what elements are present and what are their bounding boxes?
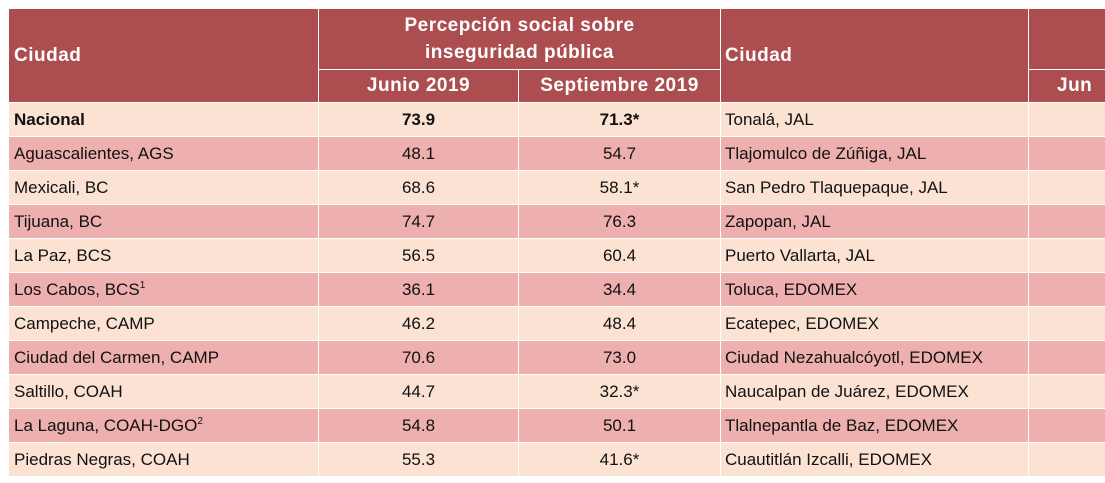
cell-june-2019: 54.8 [318, 408, 519, 443]
cell-sept-2019: 50.1 [518, 408, 721, 443]
cell-city-2: Puerto Vallarta, JAL [720, 238, 1029, 273]
cell-sept-2019: 76.3 [518, 204, 721, 239]
cell-sept-2019: 73.0 [518, 340, 721, 375]
table-container: Ciudad Percepción social sobre insegurid… [8, 8, 1105, 483]
city-name: Aguascalientes, AGS [14, 143, 174, 163]
city-name: La Paz, BCS [14, 245, 112, 265]
cell-city: La Paz, BCS [8, 238, 319, 273]
cell-city: Los Cabos, BCS1 [8, 272, 319, 307]
cell-june-2019: 55.3 [318, 442, 519, 477]
cell-city: Nacional [8, 102, 319, 137]
header-city: Ciudad [8, 8, 319, 103]
cell-city: Mexicali, BC [8, 170, 319, 205]
cell-sept-2019: 34.4 [518, 272, 721, 307]
header-sept-2019: Septiembre 2019 [518, 69, 721, 103]
header-perception-group: Percepción social sobre inseguridad públ… [318, 8, 721, 70]
header-clipped-june: Jun [1028, 69, 1105, 103]
cell-city-2: San Pedro Tlaquepaque, JAL [720, 170, 1029, 205]
cell-sept-2019: 60.4 [518, 238, 721, 273]
cell-city-2: Zapopan, JAL [720, 204, 1029, 239]
table-row: La Paz, BCS 56.5 60.4 Puerto Vallarta, JAL [8, 238, 1105, 273]
table-body: Nacional 73.9 71.3* Tonalá, JAL Aguascalient… [8, 102, 1105, 477]
cell-city-2: Ciudad Nezahualcóyotl, EDOMEX [720, 340, 1029, 375]
cell-clipped [1028, 272, 1105, 307]
cell-clipped [1028, 306, 1105, 341]
cell-city: Tijuana, BC [8, 204, 319, 239]
table-row: Nacional 73.9 71.3* Tonalá, JAL [8, 102, 1105, 137]
cell-june-2019: 68.6 [318, 170, 519, 205]
cell-june-2019: 73.9 [318, 102, 519, 137]
header-group-line2: inseguridad pública [425, 42, 614, 63]
cell-city-2: Cuautitlán Izcalli, EDOMEX [720, 442, 1029, 477]
cell-city: Campeche, CAMP [8, 306, 319, 341]
cell-city: Saltillo, COAH [8, 374, 319, 409]
city-name: Tijuana, BC [14, 211, 103, 231]
table-row: Campeche, CAMP 46.2 48.4 Ecatepec, EDOMEX [8, 306, 1105, 341]
cell-june-2019: 46.2 [318, 306, 519, 341]
city-name: Los Cabos, BCS [14, 279, 140, 299]
cell-clipped [1028, 238, 1105, 273]
cell-june-2019: 36.1 [318, 272, 519, 307]
header-city-2: Ciudad [720, 8, 1029, 103]
cell-clipped [1028, 136, 1105, 171]
cell-city: Ciudad del Carmen, CAMP [8, 340, 319, 375]
cell-clipped [1028, 442, 1105, 477]
cell-sept-2019: 48.4 [518, 306, 721, 341]
cell-june-2019: 56.5 [318, 238, 519, 273]
cell-june-2019: 74.7 [318, 204, 519, 239]
cell-june-2019: 44.7 [318, 374, 519, 409]
cell-sept-2019: 32.3* [518, 374, 721, 409]
cell-city: Aguascalientes, AGS [8, 136, 319, 171]
table-row: Tijuana, BC 74.7 76.3 Zapopan, JAL [8, 204, 1105, 239]
cell-clipped [1028, 204, 1105, 239]
cell-june-2019: 70.6 [318, 340, 519, 375]
table-row: Saltillo, COAH 44.7 32.3* Naucalpan de Juár… [8, 374, 1105, 409]
cell-clipped [1028, 408, 1105, 443]
table-row: Ciudad del Carmen, CAMP 70.6 73.0 Ciudad Ne… [8, 340, 1105, 375]
city-name: Saltillo, COAH [14, 381, 123, 401]
cell-clipped [1028, 170, 1105, 205]
table-row: Mexicali, BC 68.6 58.1* San Pedro Tlaquepaq… [8, 170, 1105, 205]
cell-clipped [1028, 340, 1105, 375]
footnote-marker: 1 [139, 279, 146, 291]
cell-city: Piedras Negras, COAH [8, 442, 319, 477]
cell-city-2: Tonalá, JAL [720, 102, 1029, 137]
cell-sept-2019: 41.6* [518, 442, 721, 477]
cell-city-2: Ecatepec, EDOMEX [720, 306, 1029, 341]
cell-city-2: Tlalnepantla de Baz, EDOMEX [720, 408, 1029, 443]
header-june-2019: Junio 2019 [318, 69, 519, 103]
cell-clipped [1028, 374, 1105, 409]
cell-june-2019: 48.1 [318, 136, 519, 171]
header-clipped-group [1028, 8, 1105, 70]
footnote-marker: 2 [197, 415, 203, 427]
cell-sept-2019: 54.7 [518, 136, 721, 171]
security-perception-table: Ciudad Percepción social sobre insegurid… [8, 8, 1105, 477]
city-name: Campeche, CAMP [14, 313, 155, 333]
cell-sept-2019: 58.1* [518, 170, 721, 205]
table-row: La Laguna, COAH-DGO2 54.8 50.1 Tlalnepantla… [8, 408, 1105, 443]
table-row: Los Cabos, BCS1 36.1 34.4 Toluca, EDOMEX [8, 272, 1105, 307]
city-name: La Laguna, COAH-DGO [14, 415, 198, 435]
city-name: Piedras Negras, COAH [14, 449, 190, 469]
cell-city: La Laguna, COAH-DGO2 [8, 408, 319, 443]
city-name: Nacional [14, 109, 85, 129]
cell-city-2: Tlajomulco de Zúñiga, JAL [720, 136, 1029, 171]
table-row: Piedras Negras, COAH 55.3 41.6* Cuautitlán … [8, 442, 1105, 477]
cell-sept-2019: 71.3* [518, 102, 721, 137]
cell-city-2: Naucalpan de Juárez, EDOMEX [720, 374, 1029, 409]
cell-clipped [1028, 102, 1105, 137]
table-row: Aguascalientes, AGS 48.1 54.7 Tlajomulco de… [8, 136, 1105, 171]
header-group-line1: Percepción social sobre [404, 15, 635, 36]
cell-city-2: Toluca, EDOMEX [720, 272, 1029, 307]
city-name: Ciudad del Carmen, CAMP [14, 347, 220, 367]
city-name: Mexicali, BC [14, 177, 109, 197]
